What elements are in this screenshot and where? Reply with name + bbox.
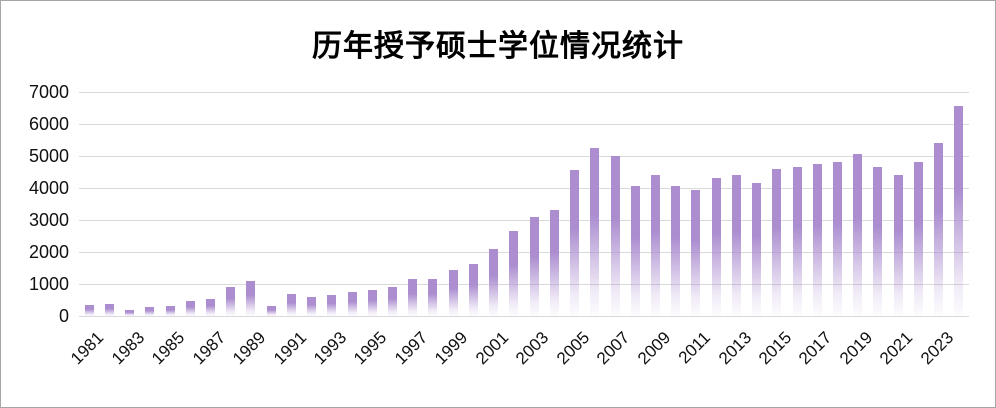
x-axis-label-2023: 2023 <box>916 328 958 369</box>
bar-2019 <box>853 154 863 316</box>
bar-2014 <box>752 183 762 316</box>
bar-1996 <box>388 286 398 316</box>
bar-2016 <box>792 167 802 316</box>
bar-2023 <box>934 143 944 316</box>
x-axis-label-1989: 1989 <box>229 328 270 369</box>
y-axis-label-7000: 7000 <box>28 82 69 102</box>
x-axis-label-1981: 1981 <box>67 328 108 369</box>
bar-1986 <box>185 300 195 316</box>
x-axis-label-1987: 1987 <box>188 328 229 369</box>
y-axis-label-4000: 4000 <box>28 178 69 198</box>
bar-2006 <box>590 148 600 316</box>
y-axis-label-5000: 5000 <box>28 146 69 166</box>
bar-1989 <box>246 281 256 316</box>
bar-1997 <box>408 279 418 316</box>
bar-1994 <box>347 292 357 316</box>
bar-2010 <box>671 186 681 316</box>
x-axis-label-2019: 2019 <box>836 328 877 369</box>
x-axis-label-2003: 2003 <box>512 328 553 369</box>
bar-1998 <box>428 279 438 316</box>
x-axis-label-1991: 1991 <box>269 328 310 369</box>
x-axis-label-1983: 1983 <box>107 328 149 369</box>
bar-1991 <box>286 293 296 316</box>
bar-2003 <box>529 217 539 316</box>
gridline-7000 <box>79 91 969 93</box>
x-axis-label-1995: 1995 <box>350 328 391 369</box>
gridline-6000 <box>79 123 969 125</box>
bar-2005 <box>570 170 580 316</box>
y-axis-label-2000: 2000 <box>28 242 69 262</box>
bar-2021 <box>893 175 903 316</box>
y-axis-label-3000: 3000 <box>28 210 69 230</box>
bar-1987 <box>205 299 215 316</box>
x-axis-label-2001: 2001 <box>471 328 513 369</box>
y-axis-label-1000: 1000 <box>28 274 69 294</box>
bar-2004 <box>549 210 559 316</box>
gridline-1000 <box>79 283 969 285</box>
bar-2017 <box>812 164 822 316</box>
gridline-0 <box>79 315 969 317</box>
bar-2009 <box>650 175 660 316</box>
bar-2007 <box>610 156 620 316</box>
bar-1990 <box>266 305 276 316</box>
gridline-3000 <box>79 219 969 221</box>
bar-2008 <box>630 186 640 316</box>
x-axis-label-2015: 2015 <box>755 328 796 369</box>
bar-1988 <box>226 287 236 316</box>
gridline-2000 <box>79 251 969 253</box>
bar-1992 <box>307 297 317 316</box>
x-axis-label-2017: 2017 <box>795 328 836 369</box>
bar-2012 <box>711 178 721 316</box>
x-axis-label-2005: 2005 <box>552 328 594 369</box>
bar-1985 <box>165 306 175 316</box>
y-axis-label-0: 0 <box>58 306 69 326</box>
x-axis-label-1997: 1997 <box>391 328 432 369</box>
bar-1984 <box>145 307 155 316</box>
bar-2020 <box>873 167 883 316</box>
chart-title: 历年授予硕士学位情况统计 <box>312 30 684 63</box>
bar-2015 <box>772 168 782 316</box>
bar-1999 <box>448 270 458 316</box>
bar-1993 <box>327 294 337 316</box>
x-axis-label-2009: 2009 <box>633 328 674 369</box>
gridline-4000 <box>79 187 969 189</box>
bar-2000 <box>468 264 478 316</box>
bar-2001 <box>489 248 499 316</box>
bar-2002 <box>509 230 519 316</box>
y-axis-label-6000: 6000 <box>28 114 69 134</box>
bar-2024 <box>954 106 964 316</box>
bar-2018 <box>833 162 843 316</box>
x-axis-label-2021: 2021 <box>876 328 917 369</box>
x-axis-label-1999: 1999 <box>431 328 472 369</box>
bar-2011 <box>691 189 701 316</box>
x-axis-label-1993: 1993 <box>310 328 351 369</box>
bar-1995 <box>367 289 377 316</box>
x-axis-label-2011: 2011 <box>675 328 715 368</box>
x-axis-label-2013: 2013 <box>714 328 755 369</box>
bar-2013 <box>731 175 741 316</box>
gridline-5000 <box>79 155 969 157</box>
x-axis-label-2007: 2007 <box>593 328 634 369</box>
bar-1983 <box>125 309 135 316</box>
x-axis-label-1985: 1985 <box>148 328 189 369</box>
bar-1981 <box>84 304 94 316</box>
bar-1982 <box>104 304 114 316</box>
bar-2022 <box>913 162 923 316</box>
